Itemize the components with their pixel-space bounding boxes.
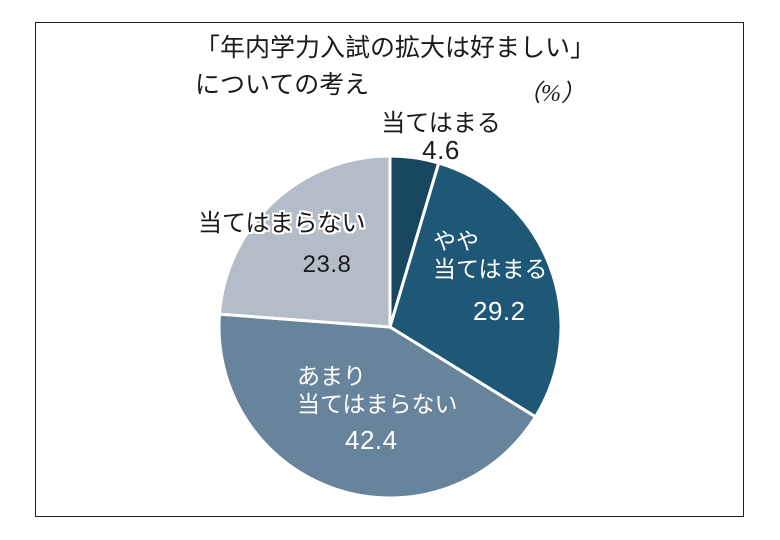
- slice-label-yaya-atehamaru: やや 当てはまる 29.2: [433, 227, 548, 325]
- slice-value-yaya-atehamaru: 29.2: [473, 296, 526, 326]
- slice-value-atehamaru: 4.6: [422, 135, 460, 165]
- slice-label-amari-atehamaranai: あまり 当てはまらない 42.4: [297, 362, 458, 454]
- slice-label-yaya-line-2: 当てはまる: [433, 256, 548, 282]
- slice-label-yaya-line-1: やや: [433, 228, 479, 254]
- percent-unit-label: （%）: [517, 81, 585, 107]
- pie-slice-3: [217, 154, 392, 329]
- slice-label-amari-line-2: 当てはまらない: [297, 391, 458, 417]
- slice-label-atehamaranai: 当てはまらない: [198, 210, 366, 237]
- slice-value-amari-atehamaranai: 42.4: [345, 425, 398, 455]
- slice-label-amari-line-1: あまり: [297, 363, 366, 389]
- slice-label-atehamaru-text: 当てはまる: [381, 110, 501, 137]
- slice-label-atehamaru: 当てはまる 4.6: [356, 110, 526, 164]
- chart-title-line-2: についての考え: [195, 71, 370, 99]
- chart-title: 「年内学力入試の拡大は好ましい」 についての考え: [195, 30, 595, 104]
- slice-value-atehamaranai: 23.8: [302, 251, 352, 278]
- pie-slice-2: [217, 312, 538, 500]
- chart-title-line-1: 「年内学力入試の拡大は好ましい」: [195, 34, 596, 62]
